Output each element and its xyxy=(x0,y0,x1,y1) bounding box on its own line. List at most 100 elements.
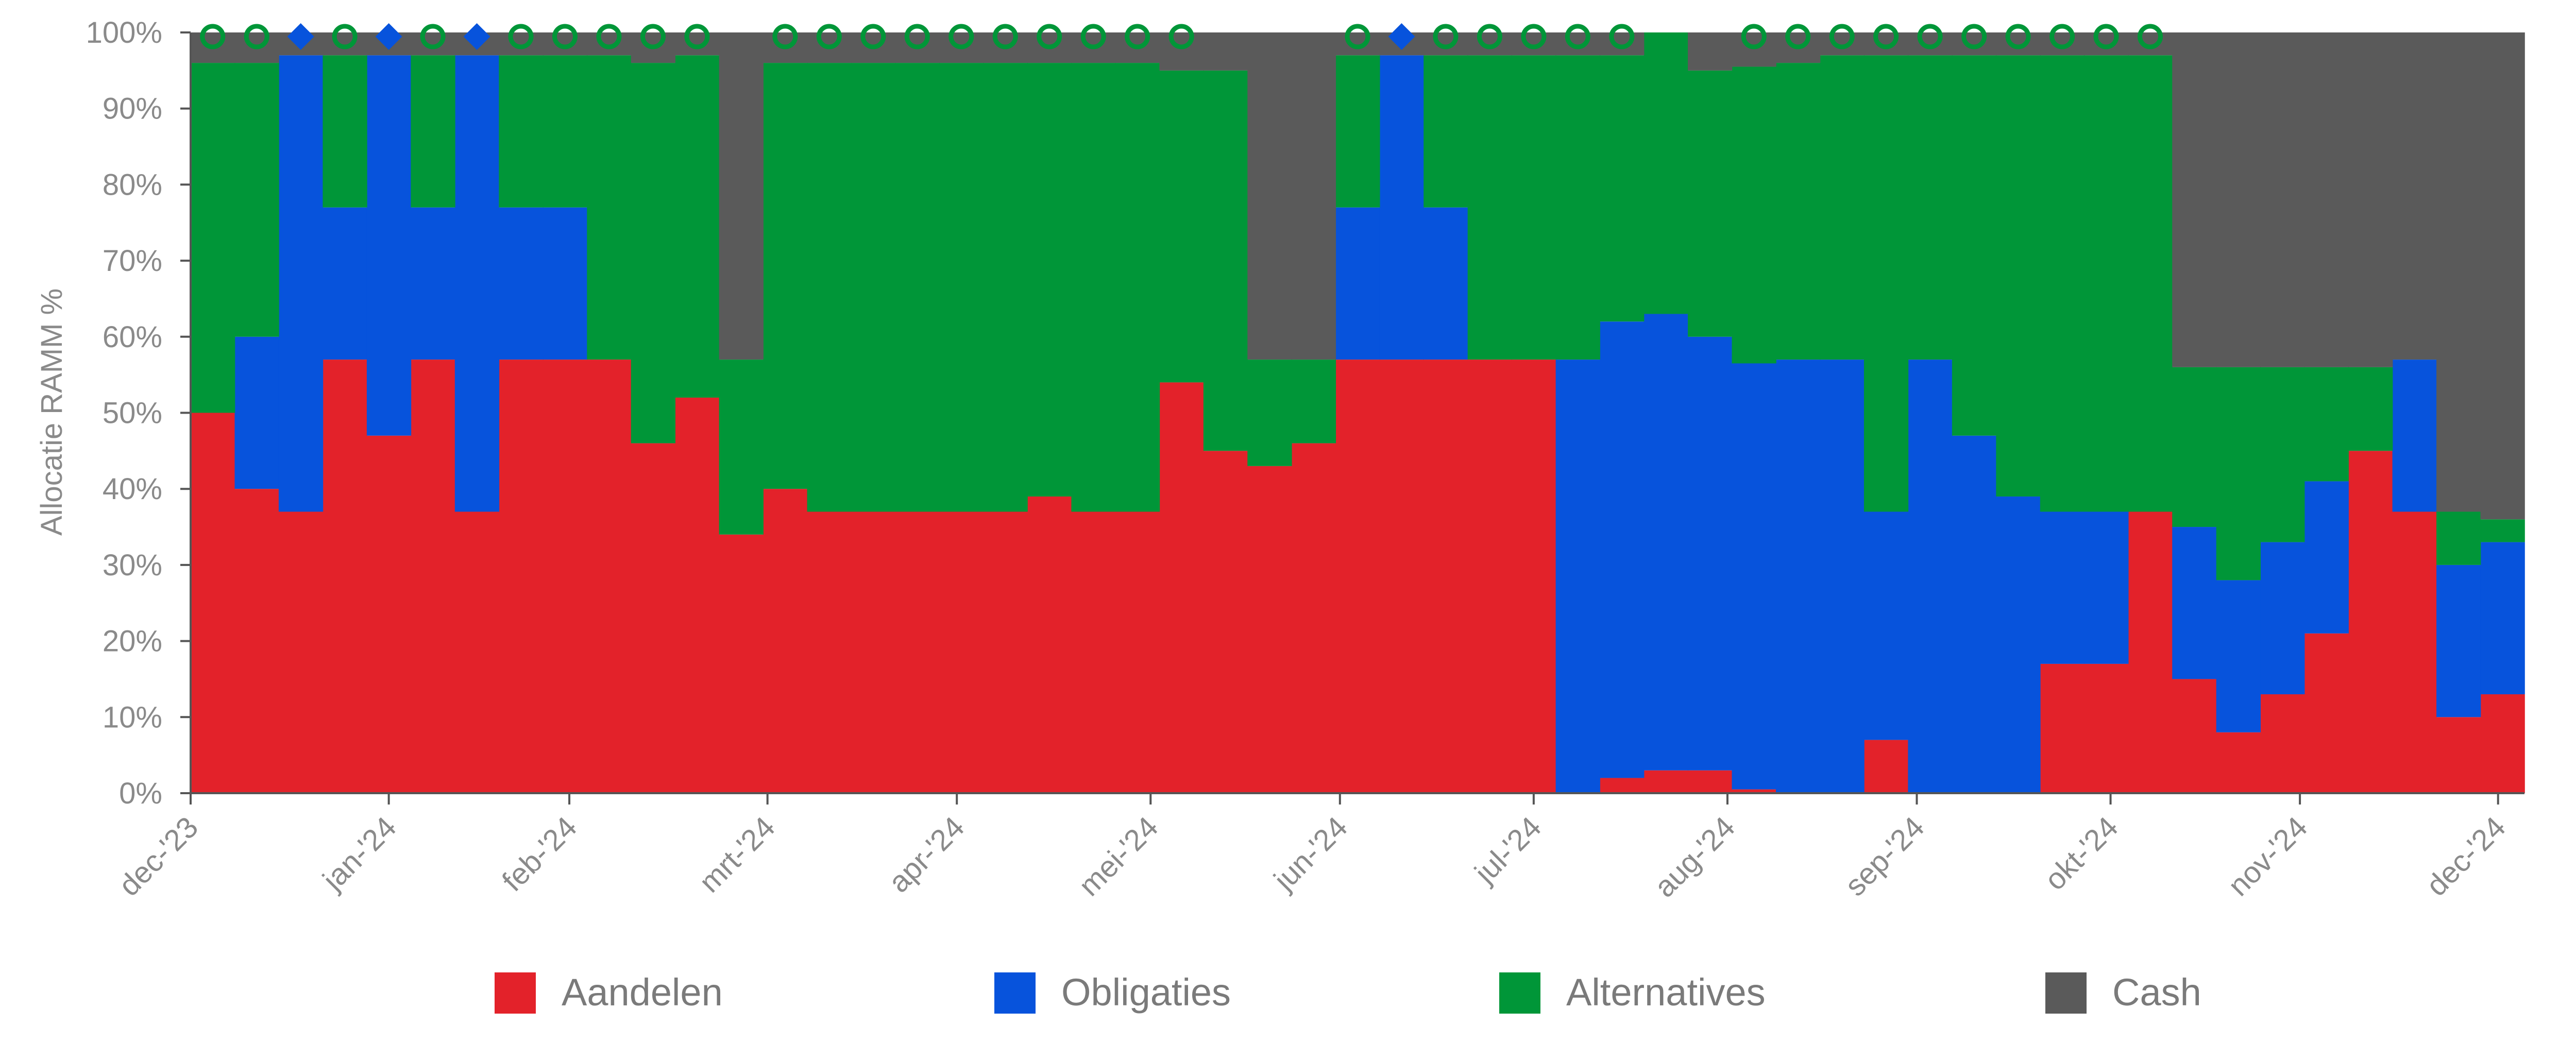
circle-marker xyxy=(860,24,886,49)
area-segment-aandelen xyxy=(1203,451,1248,793)
circle-marker xyxy=(640,24,666,49)
y-tick-label: 50% xyxy=(103,397,162,430)
area-segment-obligaties xyxy=(2216,580,2261,732)
area-segment-obligaties xyxy=(2172,527,2217,679)
area-segment-cash xyxy=(719,32,764,360)
area-segment-aandelen xyxy=(1159,382,1204,793)
area-segment-alternatives xyxy=(1952,55,1997,436)
area-segment-obligaties xyxy=(1863,511,1909,740)
area-segment-alternatives xyxy=(1247,360,1292,466)
y-tick-label: 60% xyxy=(103,320,162,354)
area-segment-alternatives xyxy=(2040,55,2085,512)
area-segment-aandelen xyxy=(1247,466,1292,793)
area-segment-aandelen xyxy=(1688,770,1733,793)
area-segment-aandelen xyxy=(807,511,852,793)
circle-marker xyxy=(816,24,842,49)
area-segment-aandelen xyxy=(2128,511,2173,793)
area-segment-obligaties xyxy=(2392,360,2437,512)
area-segment-alternatives xyxy=(191,63,235,413)
area-segment-aandelen xyxy=(1863,740,1909,793)
area-segment-cash xyxy=(1732,32,1776,67)
area-segment-aandelen xyxy=(1115,511,1160,793)
area-segment-aandelen xyxy=(2260,694,2305,793)
x-tick-label: jun-'24 xyxy=(1267,810,1354,897)
area-segment-aandelen xyxy=(1732,789,1776,793)
area-segment-alternatives xyxy=(631,63,675,443)
area-segment-cash xyxy=(2084,32,2129,56)
circle-marker xyxy=(1125,24,1150,49)
area-segment-alternatives xyxy=(939,63,984,512)
area-segment-obligaties xyxy=(1996,496,2041,793)
x-tick-labels: dec-'23 jan-'24 feb-'24 mrt-'24 apr-'24 mei-'… xyxy=(112,810,2512,903)
circle-marker xyxy=(1168,24,1194,49)
area-segment-cash xyxy=(1688,32,1733,71)
area-segment-obligaties xyxy=(499,207,544,360)
area-segment-cash xyxy=(1335,32,1380,56)
area-segment-alternatives xyxy=(234,63,279,337)
circle-marker xyxy=(2137,24,2163,49)
area-segment-aandelen xyxy=(2172,679,2217,793)
circle-marker xyxy=(1080,24,1106,49)
legend-swatch xyxy=(994,972,1036,1014)
area-segment-obligaties xyxy=(1908,360,1953,793)
area-segment-aandelen xyxy=(675,397,720,793)
x-tick-label: dec-'24 xyxy=(2420,810,2512,902)
series-aandelen xyxy=(191,360,2525,793)
area-segment-obligaties xyxy=(1555,360,1600,793)
legend-label: Aandelen xyxy=(562,971,723,1014)
area-segment-aandelen xyxy=(2084,663,2129,793)
area-segment-aandelen xyxy=(411,360,455,793)
x-tick-label: dec-'23 xyxy=(112,810,205,902)
area-segment-aandelen xyxy=(2348,451,2393,793)
y-tick-label: 30% xyxy=(103,549,162,582)
area-segment-alternatives xyxy=(1688,70,1733,337)
area-segment-alternatives xyxy=(1512,55,1556,360)
y-axis-label: Allocatie RAMM % xyxy=(35,288,69,536)
area-segment-alternatives xyxy=(1996,55,2041,497)
area-segment-alternatives xyxy=(1159,70,1204,383)
area-segment-aandelen xyxy=(1643,770,1688,793)
area-segment-aandelen xyxy=(851,511,896,793)
circle-marker xyxy=(1829,24,1855,49)
series-cash xyxy=(191,32,2525,520)
area-segment-alternatives xyxy=(2128,55,2173,512)
area-segment-aandelen xyxy=(323,360,367,793)
area-segment-obligaties xyxy=(2480,542,2525,694)
area-segment-cash xyxy=(1423,32,1468,56)
x-tick-label: jan-'24 xyxy=(316,810,403,897)
x-tick-label: okt-'24 xyxy=(2038,810,2125,897)
x-tick-label: aug-'24 xyxy=(1648,810,1741,903)
area-segment-aandelen xyxy=(2480,694,2525,793)
legend-label: Alternatives xyxy=(1566,971,1766,1014)
x-tick-label: mei-'24 xyxy=(1072,810,1164,902)
area-segment-alternatives xyxy=(323,55,367,208)
area-segment-obligaties xyxy=(1335,207,1380,360)
area-segment-obligaties xyxy=(234,336,279,489)
area-segment-aandelen xyxy=(499,360,544,793)
circle-marker xyxy=(552,24,578,49)
area-segment-obligaties xyxy=(2040,511,2085,664)
diamond-marker xyxy=(463,23,490,50)
area-segment-obligaties xyxy=(411,207,455,360)
area-segment-obligaties xyxy=(2084,511,2129,664)
circle-marker xyxy=(420,24,446,49)
area-segment-aandelen xyxy=(1379,360,1425,793)
area-segment-aandelen xyxy=(234,489,279,793)
area-segment-cash xyxy=(543,32,588,56)
area-segment-cash xyxy=(2392,32,2437,360)
area-segment-cash xyxy=(2040,32,2085,56)
area-segment-cash xyxy=(1952,32,1997,56)
area-segment-alternatives xyxy=(1820,55,1865,360)
area-segment-obligaties xyxy=(366,55,412,436)
area-segment-cash xyxy=(1908,32,1953,56)
circle-marker xyxy=(508,24,534,49)
area-segment-alternatives xyxy=(1291,360,1336,443)
area-segment-cash xyxy=(1291,32,1336,360)
area-segment-obligaties xyxy=(1732,363,1776,790)
y-tick-label: 70% xyxy=(103,244,162,278)
y-tick-label: 90% xyxy=(103,92,162,126)
area-segment-cash xyxy=(675,32,720,56)
area-segment-alternatives xyxy=(2480,519,2525,542)
area-segment-alternatives xyxy=(2260,367,2305,542)
area-segment-aandelen xyxy=(2040,663,2085,793)
